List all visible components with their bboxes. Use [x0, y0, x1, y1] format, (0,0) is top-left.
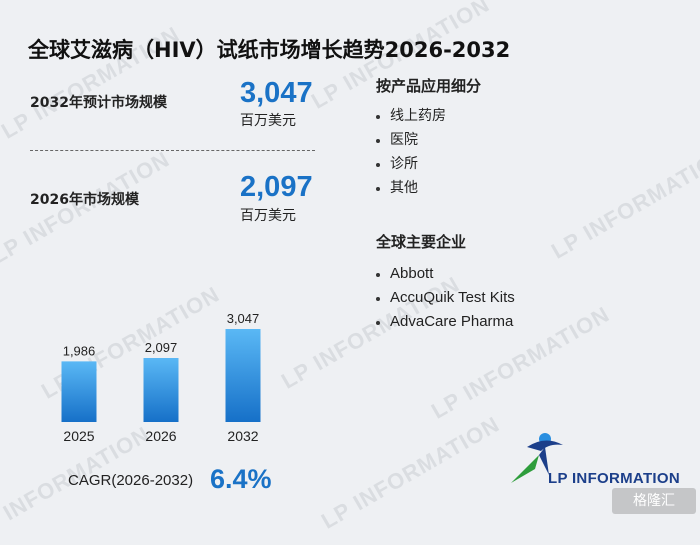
bar-chart: 1,986 2025 2,097 2026 3,047 2032: [61, 311, 261, 444]
x-tick-label-2025: 2025: [63, 428, 94, 444]
cagr-label: CAGR(2026-2032): [68, 472, 194, 489]
divider: [30, 150, 315, 151]
lp-information-logo: [511, 433, 563, 483]
metric-2026-label: 2026年市场规模: [30, 192, 139, 208]
metric-2032-label: 2032年预计市场规模: [30, 95, 167, 111]
watermark-text: LP INFORMATION: [316, 411, 504, 534]
watermark-text: LP INFORMATION: [546, 141, 700, 264]
companies-title: 全球主要企业: [376, 233, 467, 251]
list-item: AdvaCare Pharma: [376, 310, 515, 334]
metric-2026-unit: 百万美元: [240, 208, 296, 224]
page-title: 全球艾滋病（HIV）试纸市场增长趋势2026-2032: [28, 38, 511, 62]
list-item: Abbott: [376, 262, 515, 286]
x-tick-label-2032: 2032: [227, 428, 258, 444]
bar-2026: [143, 357, 179, 422]
list-item: 医院: [376, 128, 446, 152]
list-item: 其他: [376, 176, 446, 200]
list-item: AccuQuik Test Kits: [376, 286, 515, 310]
corner-badge: 格隆汇: [612, 488, 696, 514]
metric-2032-value: 3,047: [240, 77, 313, 109]
data-label-2025: 1,986: [63, 343, 96, 358]
x-tick-label-2026: 2026: [145, 428, 176, 444]
data-label-2032: 3,047: [227, 311, 260, 326]
logo-text: LP INFORMATION: [548, 470, 680, 487]
metric-2032-unit: 百万美元: [240, 113, 296, 129]
companies-list: Abbott AccuQuik Test Kits AdvaCare Pharm…: [376, 262, 515, 334]
list-item: 诊所: [376, 152, 446, 176]
list-item: 线上药房: [376, 104, 446, 128]
metric-2026-value: 2,097: [240, 171, 313, 203]
bar-2025: [61, 361, 97, 422]
segments-title: 按产品应用细分: [376, 77, 482, 95]
data-label-2026: 2,097: [145, 340, 178, 355]
bar-2032: [225, 329, 261, 422]
segments-list: 线上药房 医院 诊所 其他: [376, 104, 446, 200]
cagr-value: 6.4%: [210, 464, 272, 494]
